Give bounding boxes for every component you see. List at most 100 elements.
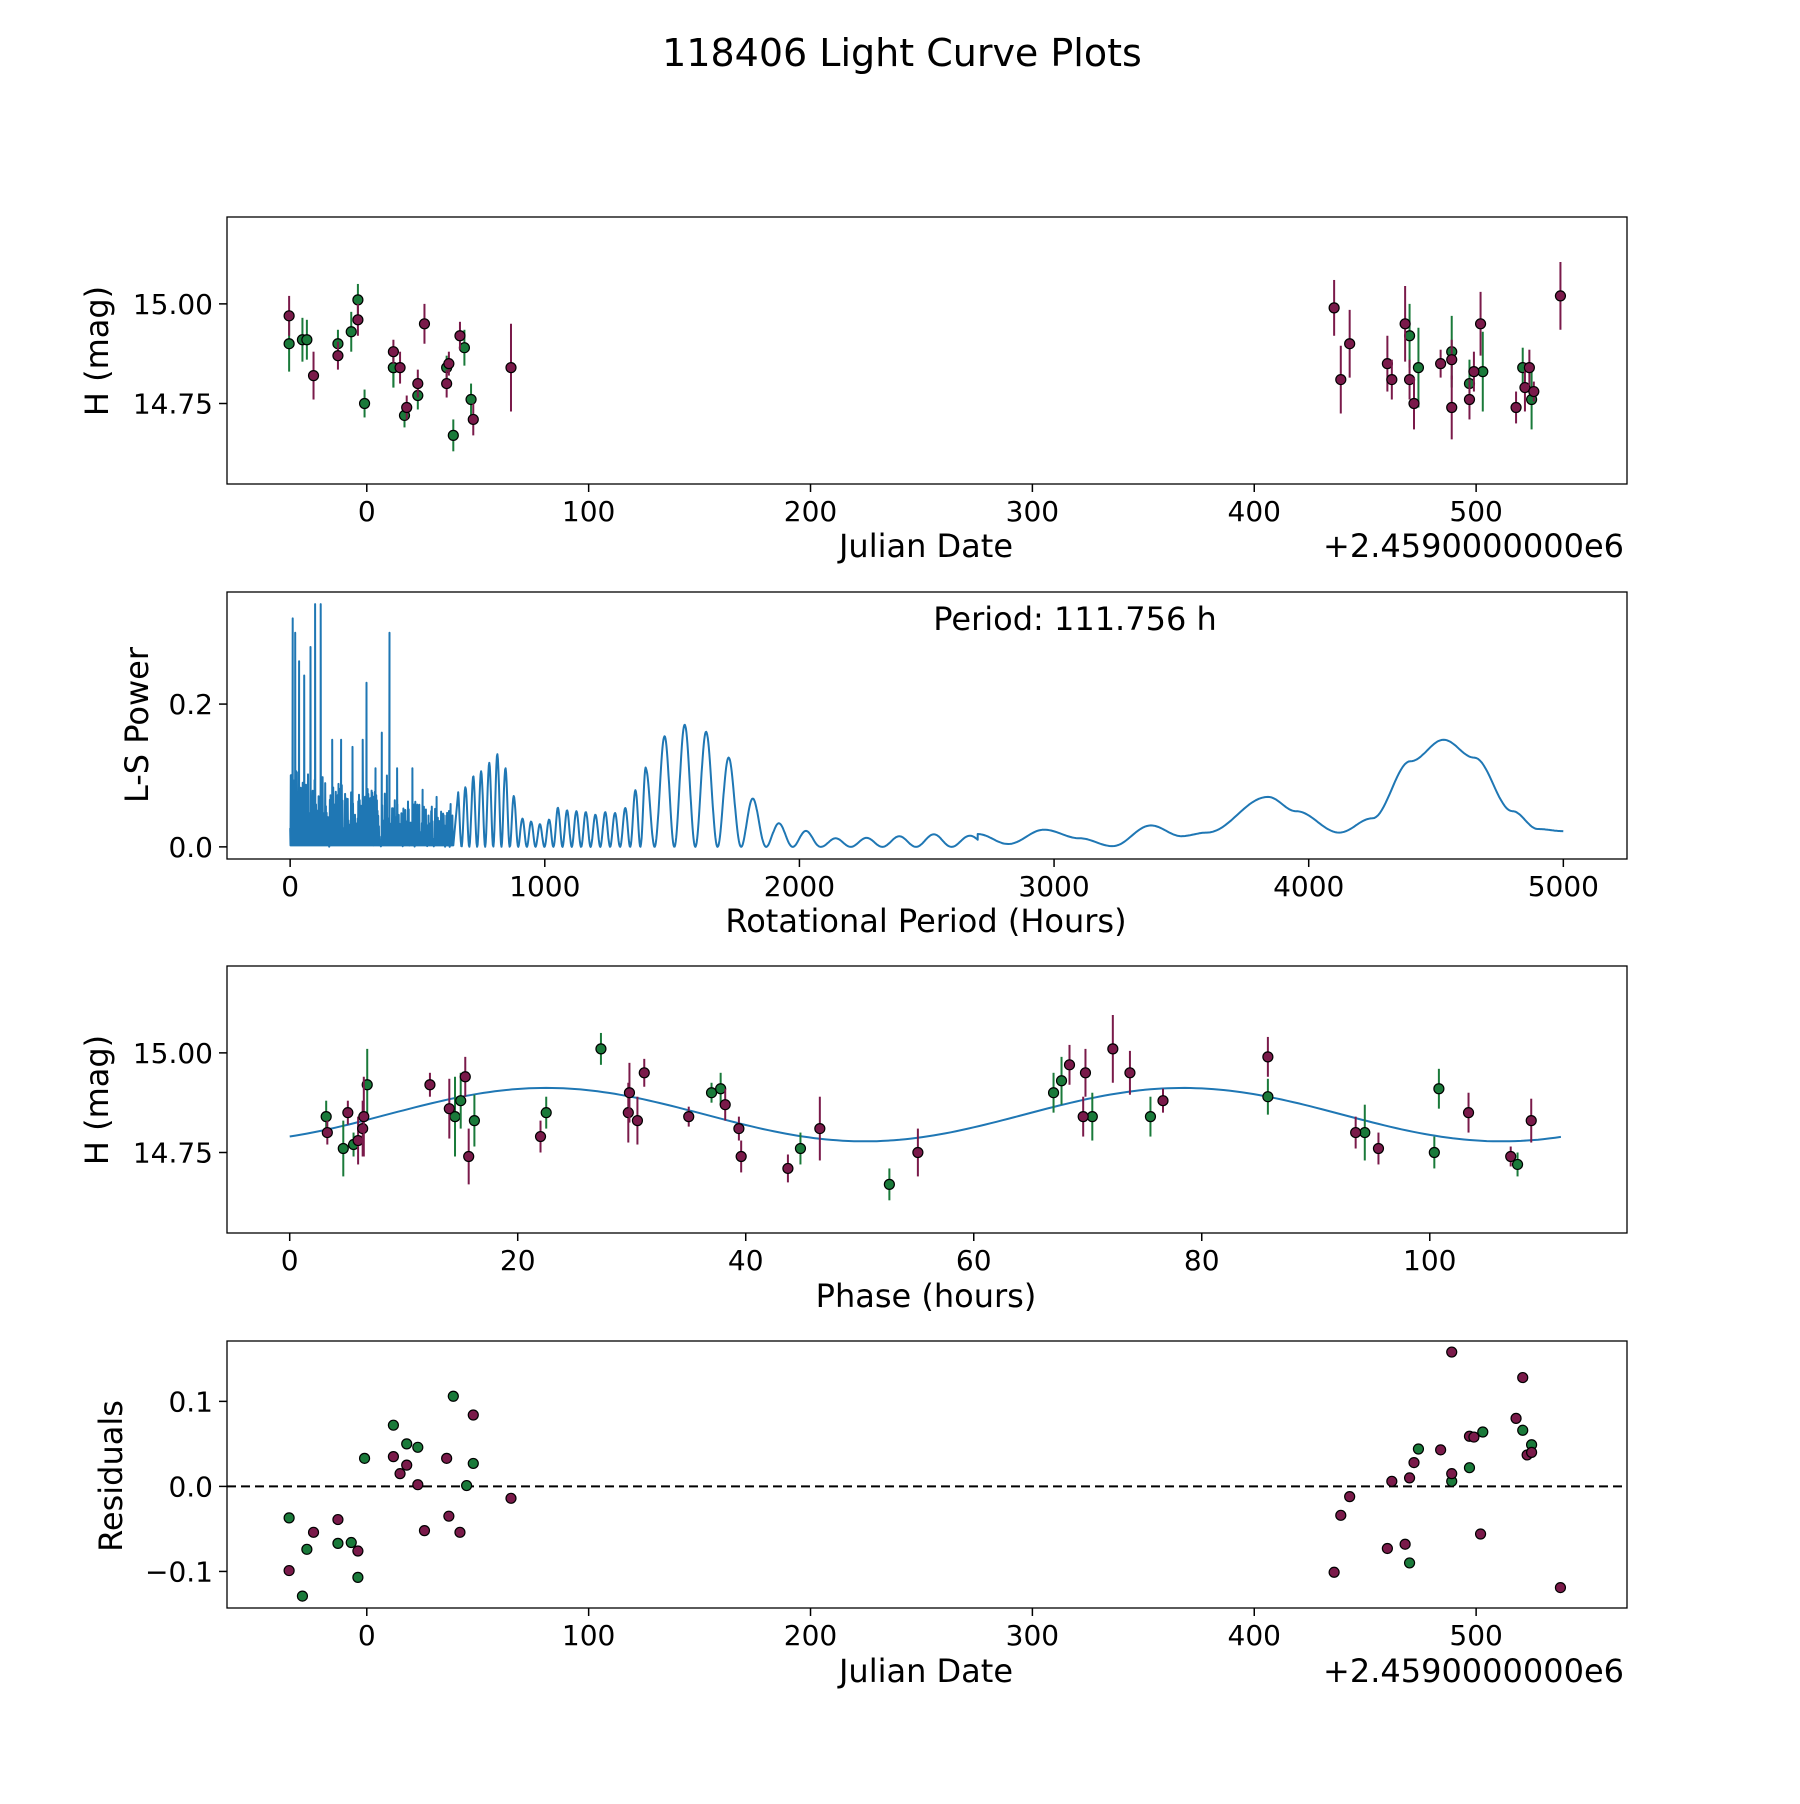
lightcurve-point-maroon [412, 377, 424, 390]
phase-point-maroon [358, 1111, 370, 1123]
phase-point-maroon [623, 1087, 636, 1099]
residuals-xtick-label: 0 [358, 1619, 376, 1652]
residuals-xtick-label: 300 [1006, 1619, 1059, 1652]
lightcurve-point-maroon [1399, 318, 1411, 330]
phase-point-green [1511, 1158, 1524, 1171]
lightcurve-point-green [358, 397, 371, 410]
phase-point-maroon [733, 1122, 745, 1135]
phase-point-maroon [1063, 1059, 1076, 1071]
residuals-point-maroon [1399, 1538, 1411, 1550]
lightcurve-point-maroon [1474, 318, 1487, 330]
residuals-point-maroon [454, 1526, 466, 1538]
period-annotation: Period: 111.756 h [933, 600, 1217, 638]
lightcurve-point-maroon [1523, 362, 1535, 374]
residuals-point-green [387, 1419, 400, 1431]
phase-point-maroon [1124, 1067, 1136, 1079]
phase-xtick-label: 100 [1403, 1244, 1456, 1277]
lightcurve-xlabel: Julian Date [837, 527, 1013, 565]
phase-point-maroon [735, 1150, 747, 1163]
phase-point-green [1086, 1111, 1098, 1123]
phase-point-green [1055, 1075, 1068, 1087]
lightcurve-point-maroon [387, 346, 400, 358]
phase-point-maroon [534, 1130, 547, 1143]
residuals-point-maroon [1474, 1528, 1487, 1540]
residuals-point-green [447, 1390, 459, 1402]
phase-point-maroon [357, 1122, 369, 1135]
residuals-point-maroon [387, 1451, 400, 1463]
residuals-point-green [1477, 1426, 1489, 1438]
residuals-point-maroon [401, 1459, 413, 1471]
residuals-point-maroon [441, 1452, 453, 1464]
lightcurve-point-green [345, 326, 357, 338]
phase-point-maroon [463, 1150, 475, 1163]
phase-point-green [1047, 1087, 1060, 1099]
lightcurve-xtick-label: 500 [1449, 495, 1502, 528]
periodogram-panel: L-S Power Rotational Period (Hours) Peri… [118, 591, 1628, 940]
phase-panel: H (mag) Phase (hours) 0 20 40 60 80 100 14.75 1… [78, 965, 1628, 1315]
residuals-point-maroon [394, 1468, 406, 1480]
phase-point-maroon [1350, 1126, 1362, 1139]
residuals-point-maroon [412, 1479, 424, 1491]
residuals-ylabel: Residuals [92, 1400, 130, 1552]
phase-xtick-label: 80 [1184, 1244, 1220, 1277]
periodogram-axes-frame [226, 591, 1628, 860]
phase-point-green [337, 1142, 349, 1155]
phase-xtick-label: 20 [500, 1244, 536, 1277]
phase-ytick-label: 14.75 [133, 1137, 213, 1170]
residuals-point-maroon [283, 1564, 295, 1577]
periodogram-xtick-label: 1000 [509, 870, 580, 903]
phase-point-maroon [1077, 1111, 1089, 1123]
lightcurve-point-maroon [1554, 290, 1567, 302]
lightcurve-point-maroon [401, 401, 413, 414]
phase-point-maroon [459, 1071, 471, 1083]
lightcurve-point-maroon [1328, 302, 1340, 314]
residuals-xtick-label: 400 [1228, 1619, 1281, 1652]
phase-point-green [1433, 1083, 1445, 1095]
periodogram-ytick-label: 0.2 [168, 688, 213, 721]
residuals-point-maroon [505, 1492, 517, 1504]
phase-point-green [883, 1178, 895, 1190]
residuals-point-green [358, 1452, 371, 1464]
phase-point-maroon [631, 1115, 644, 1127]
lightcurve-xtick-label: 0 [358, 495, 376, 528]
lightcurve-point-green [465, 393, 477, 406]
residuals-point-maroon [352, 1545, 364, 1557]
residuals-xtick-label: 500 [1449, 1619, 1502, 1652]
residuals-point-maroon [1554, 1581, 1567, 1594]
phase-xtick-label: 0 [281, 1244, 299, 1277]
residuals-point-green [283, 1512, 295, 1524]
residuals-ytick-label: −0.1 [145, 1555, 213, 1588]
lightcurve-point-maroon [467, 413, 479, 426]
phase-point-maroon [1462, 1107, 1475, 1119]
residuals-point-maroon [1403, 1472, 1416, 1484]
lightcurve-xtick-label: 300 [1006, 495, 1059, 528]
periodogram-xtick-label: 2000 [764, 870, 835, 903]
phase-ylabel: H (mag) [78, 1035, 116, 1165]
phase-point-maroon [424, 1079, 436, 1091]
periodogram-xtick-label: 0 [281, 870, 299, 903]
residuals-point-maroon [1435, 1444, 1447, 1456]
periodogram-xtick-label: 5000 [1528, 870, 1599, 903]
phase-point-green [1359, 1126, 1371, 1139]
phase-ytick-label: 15.00 [133, 1037, 213, 1070]
residuals-point-maroon [1408, 1456, 1420, 1469]
phase-point-maroon [638, 1067, 650, 1079]
residuals-point-maroon [1344, 1491, 1356, 1503]
lightcurve-point-maroon [1510, 401, 1522, 414]
residuals-ytick-label: 0.0 [168, 1470, 213, 1503]
phase-point-maroon [321, 1126, 333, 1139]
phase-point-maroon [1079, 1067, 1092, 1079]
lightcurve-point-green [1412, 362, 1425, 374]
phase-point-green [455, 1095, 467, 1107]
lightcurve-point-maroon [332, 350, 344, 362]
lightcurve-point-maroon [1335, 373, 1347, 386]
figure-suptitle: 118406 Light Curve Plots [662, 31, 1142, 75]
residuals-panel: Residuals Julian Date +2.4590000000e6 0 1… [92, 1340, 1628, 1690]
residuals-point-maroon [1381, 1542, 1393, 1555]
lightcurve-point-maroon [394, 362, 406, 374]
phase-point-green [1144, 1111, 1157, 1123]
lightcurve-point-maroon [352, 314, 364, 326]
residuals-point-green [412, 1441, 424, 1453]
lightcurve-panel: H (mag) Julian Date +2.4590000000e6 0 100… [78, 216, 1628, 565]
